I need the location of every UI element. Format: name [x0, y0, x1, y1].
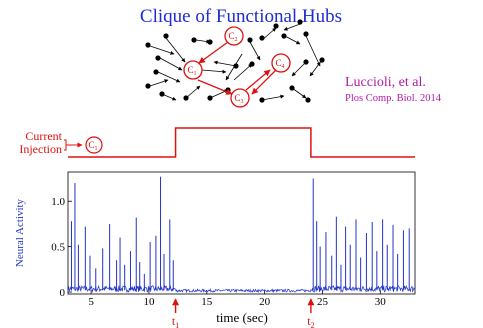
x-tick-label: 15 — [201, 296, 213, 308]
activity-trace — [67, 284, 415, 294]
hub-nodes — [183, 26, 291, 108]
time-markers: t1 t2 — [172, 298, 315, 328]
y-axis-label: Neural Activity — [14, 198, 26, 267]
network-nodes — [145, 19, 325, 103]
citation-journal: Plos Comp. Biol. 2014 — [345, 93, 442, 104]
slide-title: Clique of Functional Hubs — [140, 6, 342, 27]
hub-node-4 — [271, 53, 291, 73]
time-marker-label: t1 — [172, 314, 179, 328]
y-tick-label: 1.0 — [51, 196, 65, 208]
time-marker-label: t2 — [307, 314, 314, 328]
injected-hub-label: C1 — [88, 140, 97, 152]
svg-text:C2: C2 — [228, 31, 237, 43]
x-tick-label: 25 — [317, 296, 329, 308]
y-axis: 0 0.5 1.0 — [51, 196, 72, 299]
activity-chart: 5 10 15 20 25 30 0 0.5 1.0 t1 t2 Neural Activity… — [14, 171, 416, 328]
y-tick-label: 0.5 — [51, 242, 65, 254]
current-step-trace — [68, 127, 415, 158]
svg-text:C4: C4 — [275, 58, 284, 70]
hub-labels: C2 C1 C3 C4 — [187, 31, 284, 105]
hub-node-2 — [224, 26, 244, 46]
spikes — [70, 176, 410, 291]
network-diagram: C2 C1 C3 C4 — [145, 19, 325, 108]
current-label-line1: Current — [25, 129, 62, 143]
y-tick-label: 0 — [60, 287, 66, 299]
x-axis: 5 10 15 20 25 30 — [88, 290, 386, 308]
svg-text:C3: C3 — [234, 93, 243, 105]
citation-author: Luccioli, et al. — [345, 75, 426, 90]
x-tick-label: 30 — [375, 296, 387, 308]
hub-node-1 — [183, 60, 203, 80]
injected-hub-node — [85, 136, 103, 154]
x-tick-label: 20 — [259, 296, 271, 308]
svg-text:C1: C1 — [187, 65, 196, 77]
x-tick-label: 5 — [88, 296, 94, 308]
x-tick-label: 10 — [143, 296, 155, 308]
hub-node-3 — [230, 88, 250, 108]
current-label-line2: Injection — [19, 142, 62, 156]
x-axis-label: time (sec) — [216, 310, 268, 325]
current-label-brace — [64, 139, 67, 151]
hub-edges — [197, 41, 277, 95]
plot-frame — [67, 171, 416, 295]
